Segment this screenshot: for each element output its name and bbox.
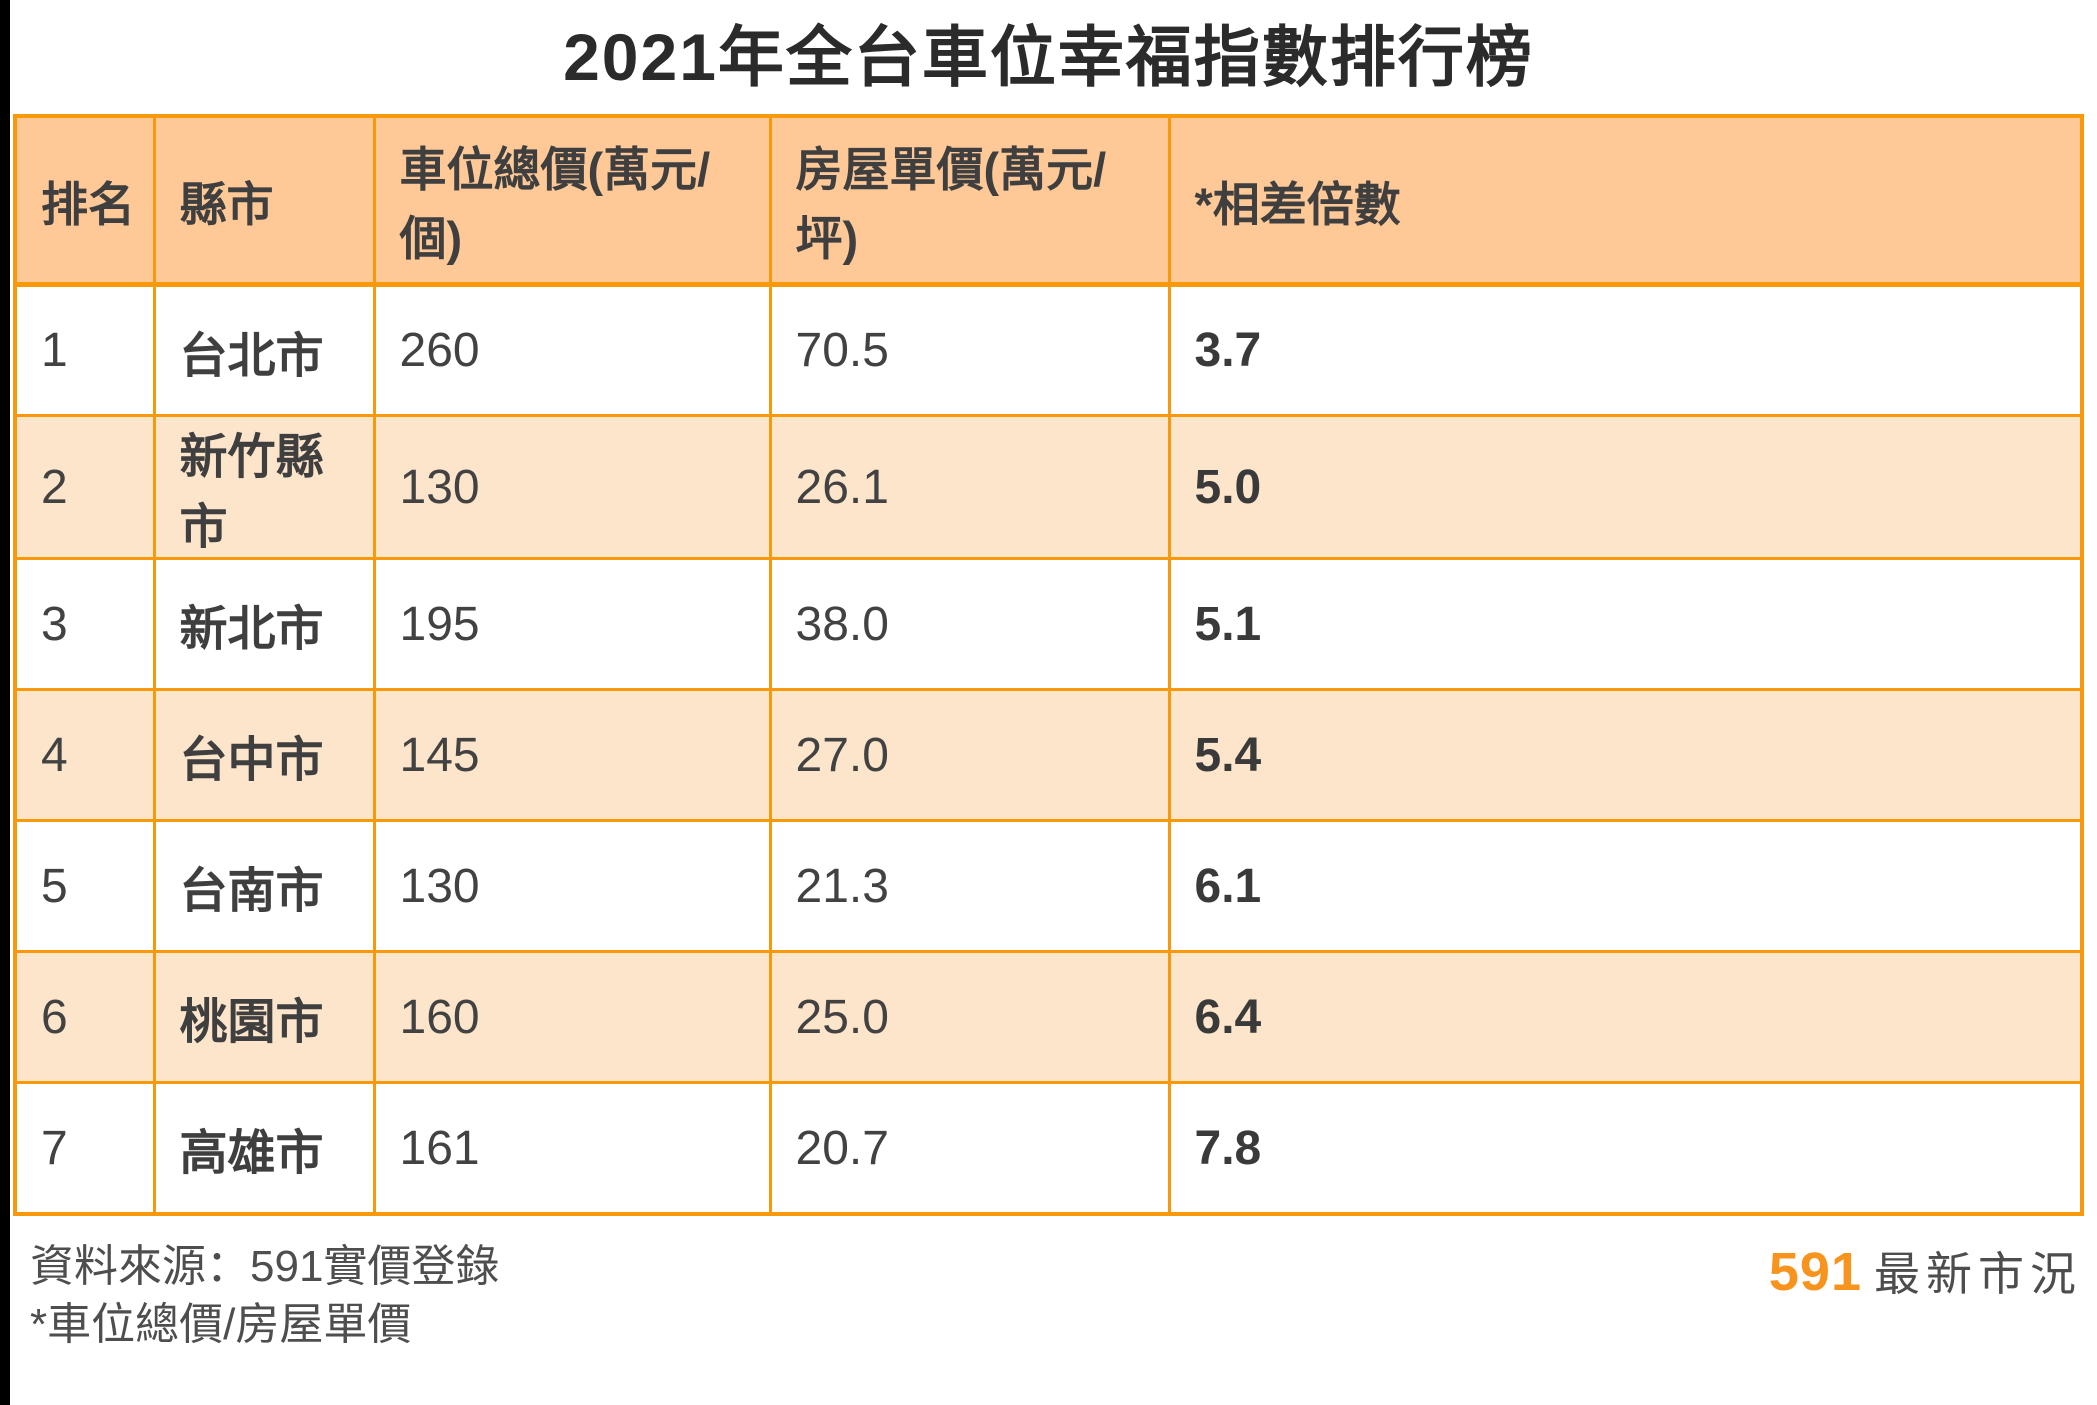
ratio-cell: 6.1: [1167, 819, 2084, 954]
house-price-cell: 26.1: [768, 414, 1171, 561]
house-price-cell: 21.3: [768, 819, 1171, 954]
house-price-cell: 20.7: [768, 1081, 1171, 1216]
brand-591-logo: 591: [1768, 1241, 1862, 1302]
column-header-ratio: *相差倍數: [1167, 114, 2084, 288]
column-header-house-price: 房屋單價(萬元/坪): [768, 114, 1171, 288]
rank-cell: 1: [13, 283, 156, 418]
city-cell: 新北市: [152, 557, 376, 692]
table-header-row: 排名 縣市 車位總價(萬元/個) 房屋單價(萬元/坪) *相差倍數: [13, 114, 2084, 288]
city-cell: 新竹縣市: [152, 414, 376, 561]
table-row: 3 新北市 195 38.0 5.1: [13, 557, 2084, 692]
city-cell: 台中市: [152, 688, 376, 823]
ratio-definition-note: *車位總價/房屋單價: [30, 1299, 412, 1349]
column-header-city: 縣市: [152, 114, 376, 288]
ratio-cell: 3.7: [1167, 283, 2084, 418]
house-price-cell: 38.0: [768, 557, 1171, 692]
ranking-table: 排名 縣市 車位總價(萬元/個) 房屋單價(萬元/坪) *相差倍數 1 台北市 …: [13, 113, 2084, 1216]
brand-lockup: 591 最新市況: [1769, 1238, 2082, 1304]
ratio-cell: 5.0: [1167, 414, 2084, 561]
data-source-note: 資料來源：591實價登錄: [30, 1241, 500, 1291]
city-cell: 高雄市: [152, 1081, 376, 1216]
parking-price-cell: 130: [372, 819, 772, 954]
table-row: 7 高雄市 161 20.7 7.8: [13, 1081, 2084, 1216]
table-row: 6 桃園市 160 25.0 6.4: [13, 950, 2084, 1085]
footer: 資料來源：591實價登錄 *車位總價/房屋單價 591 最新市況: [13, 1238, 2084, 1354]
ratio-cell: 5.4: [1167, 688, 2084, 823]
ratio-cell: 6.4: [1167, 950, 2084, 1085]
rank-cell: 2: [13, 414, 156, 561]
parking-price-cell: 260: [372, 283, 772, 418]
rank-cell: 3: [13, 557, 156, 692]
house-price-cell: 27.0: [768, 688, 1171, 823]
parking-price-cell: 195: [372, 557, 772, 692]
ratio-cell: 7.8: [1167, 1081, 2084, 1216]
column-header-rank: 排名: [13, 114, 156, 288]
table-body: 1 台北市 260 70.5 3.7 2 新竹縣市 130 26.1 5.0 3…: [13, 283, 2084, 1216]
table-row: 4 台中市 145 27.0 5.4: [13, 688, 2084, 823]
city-cell: 台北市: [152, 283, 376, 418]
rank-cell: 4: [13, 688, 156, 823]
rank-cell: 5: [13, 819, 156, 954]
brand-suffix-text: 最新市況: [1874, 1247, 2082, 1300]
parking-price-cell: 130: [372, 414, 772, 561]
page-title: 2021年全台車位幸福指數排行榜: [563, 20, 1534, 94]
column-header-parking-price: 車位總價(萬元/個): [372, 114, 772, 288]
ratio-cell: 5.1: [1167, 557, 2084, 692]
rank-cell: 7: [13, 1081, 156, 1216]
table-row: 5 台南市 130 21.3 6.1: [13, 819, 2084, 954]
table-header: 排名 縣市 車位總價(萬元/個) 房屋單價(萬元/坪) *相差倍數: [13, 114, 2084, 288]
house-price-cell: 25.0: [768, 950, 1171, 1085]
city-cell: 台南市: [152, 819, 376, 954]
parking-price-cell: 145: [372, 688, 772, 823]
table-row: 1 台北市 260 70.5 3.7: [13, 283, 2084, 418]
rank-cell: 6: [13, 950, 156, 1085]
screenshot-left-edge-bar: [0, 0, 10, 1405]
parking-price-cell: 161: [372, 1081, 772, 1216]
city-cell: 桃園市: [152, 950, 376, 1085]
table-row: 2 新竹縣市 130 26.1 5.0: [13, 414, 2084, 561]
house-price-cell: 70.5: [768, 283, 1171, 418]
footer-notes: 資料來源：591實價登錄 *車位總價/房屋單價: [13, 1238, 2084, 1354]
parking-price-cell: 160: [372, 950, 772, 1085]
